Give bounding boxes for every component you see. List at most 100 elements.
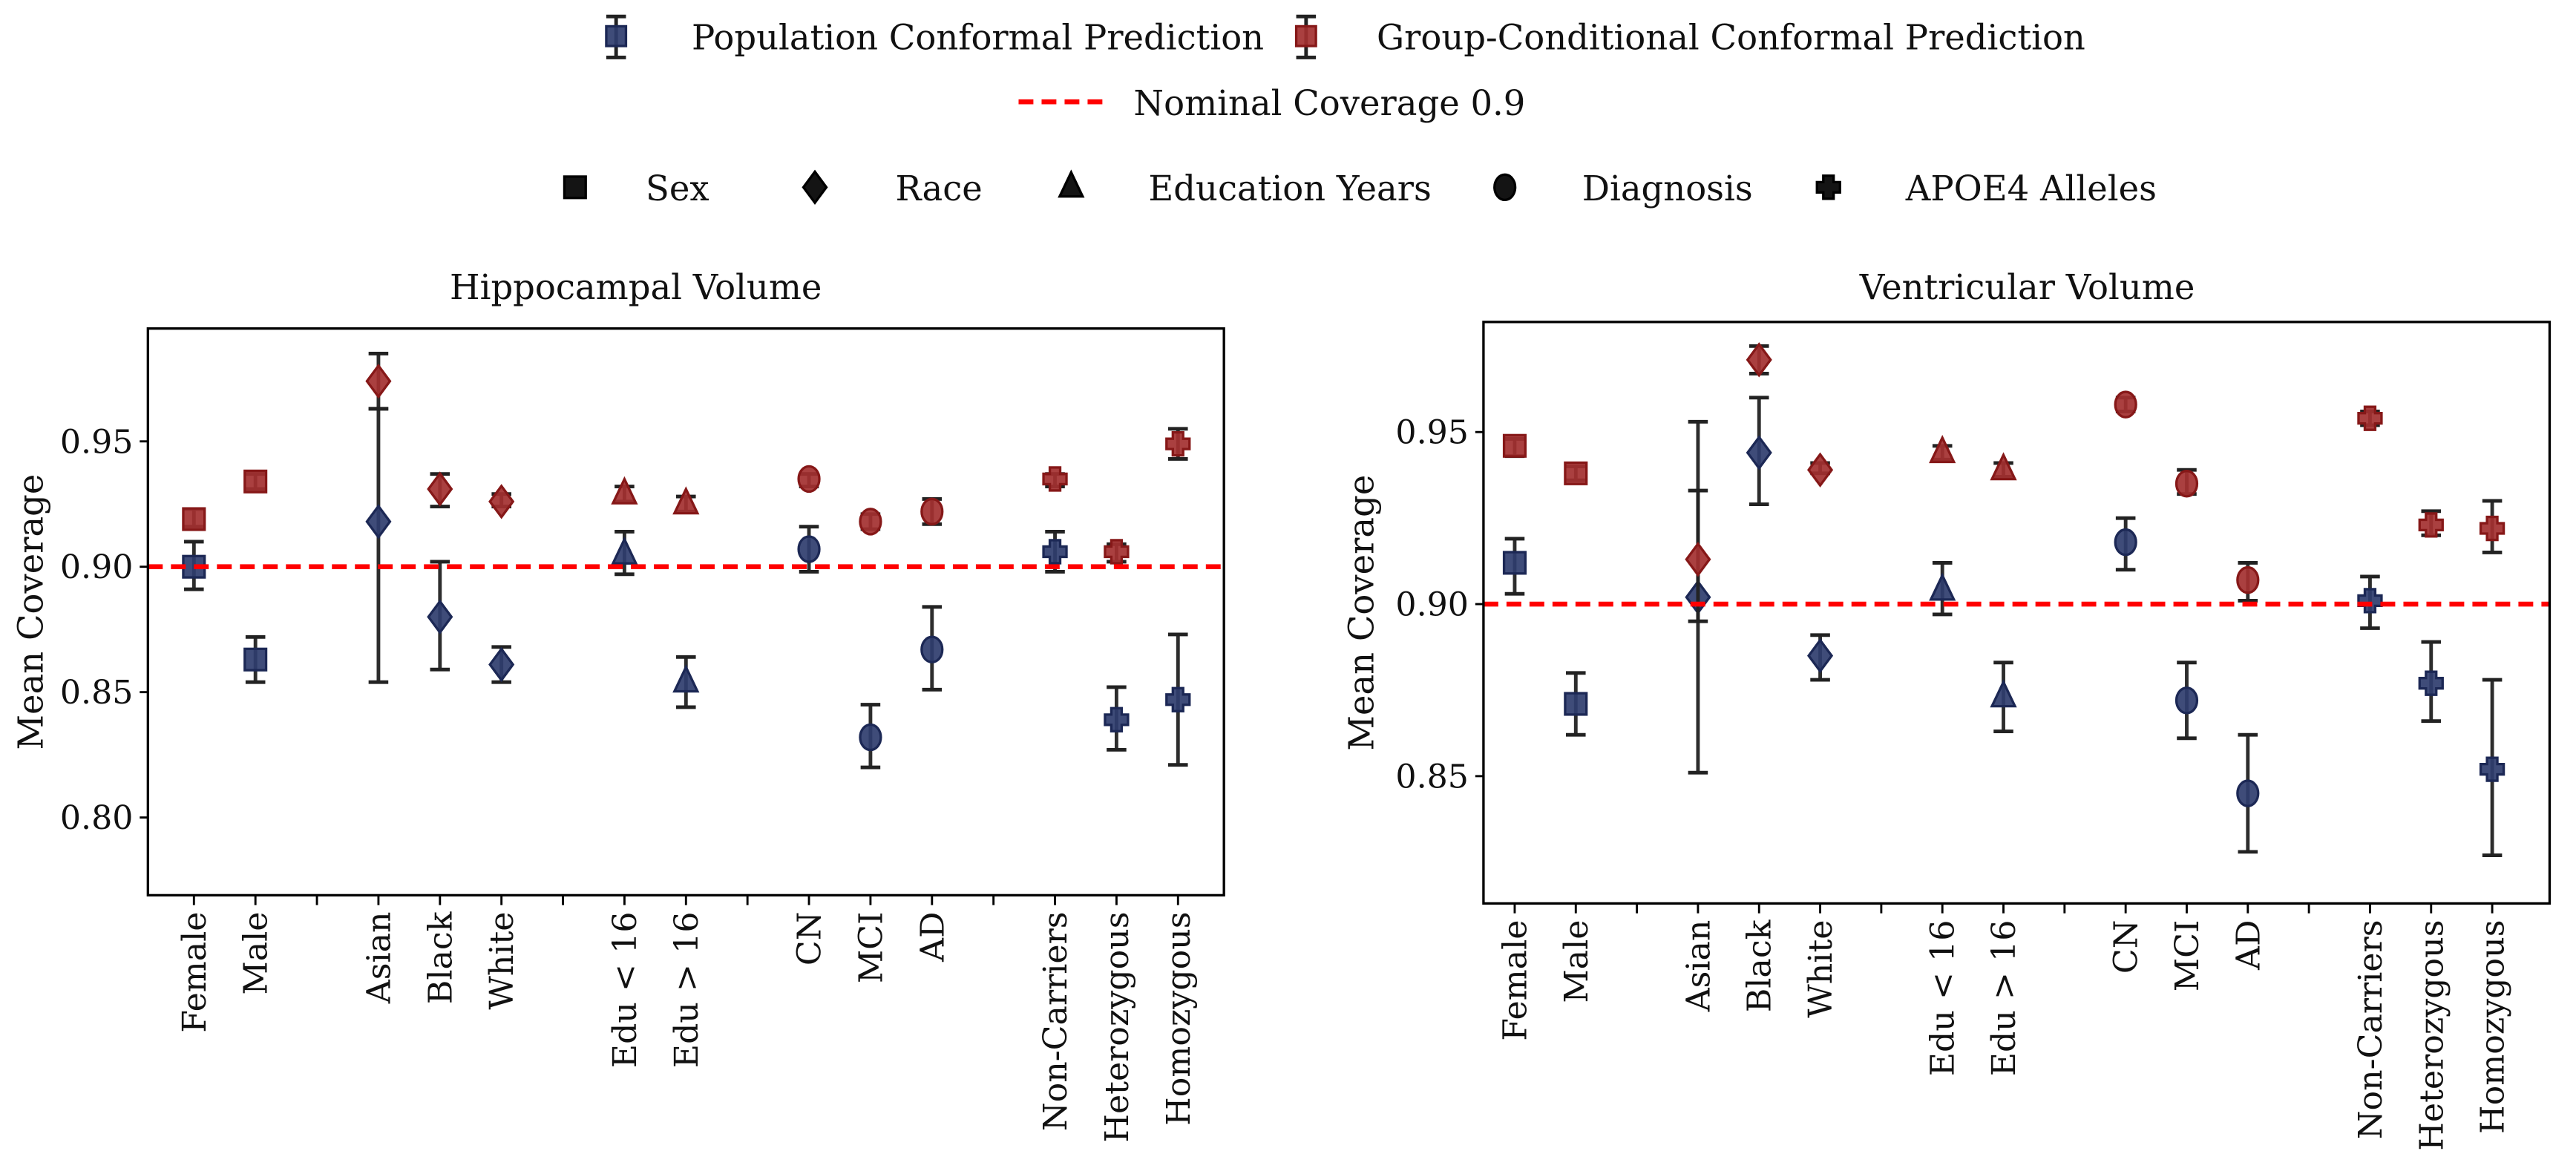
legend-group-label: Race [895,168,982,209]
data-point-edu-16 [672,486,700,515]
data-point-male [1564,671,1588,737]
point-marker [2479,515,2505,542]
x-tick-label: Male [1558,920,1596,1003]
legend-group-label: APOE4 Alleles [1905,168,2157,209]
data-point-ad [2236,732,2260,854]
point-marker [859,508,882,536]
y-tick-label: 0.95 [1395,414,1469,452]
point-marker [427,471,453,507]
data-point-heterozygous [1104,685,1130,752]
x-tick-label: Male [237,911,275,994]
data-point-edu-16 [611,476,638,505]
plot-frame [1482,321,2552,905]
data-point-white [1807,633,1834,682]
x-tick-label: Edu < 16 [606,911,644,1068]
point-marker [611,476,638,505]
legend-triangle-icon [1058,169,1085,198]
legend: Population Conformal Prediction Group-Co… [563,14,2157,209]
legend-group-diamond: Race [802,168,983,209]
point-marker [859,723,882,752]
point-marker [243,469,268,493]
x-tick-label: CN [2108,920,2146,974]
legend-plus-icon [1815,174,1841,200]
x-tick-label: Black [422,911,459,1004]
x-tick-label: Homozygous [2474,920,2512,1134]
point-marker [365,504,392,540]
x-tick-label: CN [791,911,829,965]
point-marker [920,635,944,663]
x-tick-label: Asian [1679,920,1717,1013]
point-marker [488,646,515,683]
legend-label-group-conditional: Group-Conditional Conformal Prediction [1377,17,2085,57]
data-point-mci [2174,468,2199,498]
data-point-white [1807,452,1834,488]
point-marker [488,484,515,519]
legend-marker-group-conditional [1294,14,1317,59]
point-marker [1746,435,1772,470]
x-tick-label: Edu > 16 [668,911,706,1068]
data-point-cn [2114,390,2137,419]
data-point-ad [2236,560,2260,603]
point-marker [797,535,821,563]
y-tick-label: 0.90 [1395,586,1469,624]
data-point-female [1502,433,1527,459]
chart-title: Ventricular Volume [1859,267,2195,307]
data-point-cn [797,465,821,493]
series-group-conditional [182,352,1191,565]
point-marker [2418,670,2444,696]
point-marker [1807,452,1834,488]
data-point-heterozygous [2418,640,2444,724]
x-tick-label: AD [914,911,951,962]
data-point-edu-16 [1929,435,1956,464]
data-point-edu-16 [1929,560,1956,617]
point-marker [672,664,700,693]
data-point-non-carriers [1042,466,1068,492]
point-marker [182,507,206,531]
legend-group-label: Sex [646,168,709,209]
legend-label-nominal: Nominal Coverage 0.9 [1133,83,1525,123]
point-marker [1564,692,1588,716]
data-point-asian [1685,488,1711,623]
legend-circle-icon [1493,173,1517,202]
data-point-mci [859,703,882,770]
x-tick-label: Black [1741,919,1779,1012]
data-point-mci [2174,660,2199,741]
data-point-female [182,507,206,531]
point-marker [2236,565,2260,594]
y-tick-label: 0.95 [60,423,134,461]
legend-group-label: Diagnosis [1582,168,1753,209]
data-point-cn [2114,516,2137,572]
data-point-heterozygous [2418,509,2444,538]
point-marker [2114,528,2137,557]
point-marker [1165,686,1191,712]
data-point-homozygous [2479,678,2505,857]
point-marker [2357,588,2383,614]
point-marker [797,465,821,493]
legend-square-marker-icon [1294,24,1317,47]
point-marker [1042,466,1068,492]
legend-diamond-icon [802,169,828,206]
data-point-edu-16 [1990,452,2017,481]
x-tick-label: Edu < 16 [1924,920,1962,1077]
point-marker [2418,512,2444,538]
point-marker [2174,470,2199,498]
chart-title: Hippocampal Volume [450,267,822,307]
data-point-edu-16 [672,655,700,709]
x-tick-label: White [1802,920,1840,1018]
x-tick-label: MCI [852,911,890,983]
data-point-black [427,560,453,672]
point-marker [243,647,268,672]
point-marker [1807,637,1834,674]
data-point-ad [920,497,944,526]
data-point-male [243,634,268,684]
data-point-edu-16 [1990,660,2017,734]
legend-group-square: Sex [563,168,709,209]
point-marker [1929,572,1956,601]
point-marker [2174,686,2199,715]
legend-group-plus: APOE4 Alleles [1815,168,2157,209]
legend-label-population: Population Conformal Prediction [692,17,1264,57]
x-tick-label: MCI [2169,920,2206,992]
point-marker [2357,405,2383,431]
x-tick-label: Non-Carriers [1037,911,1075,1131]
